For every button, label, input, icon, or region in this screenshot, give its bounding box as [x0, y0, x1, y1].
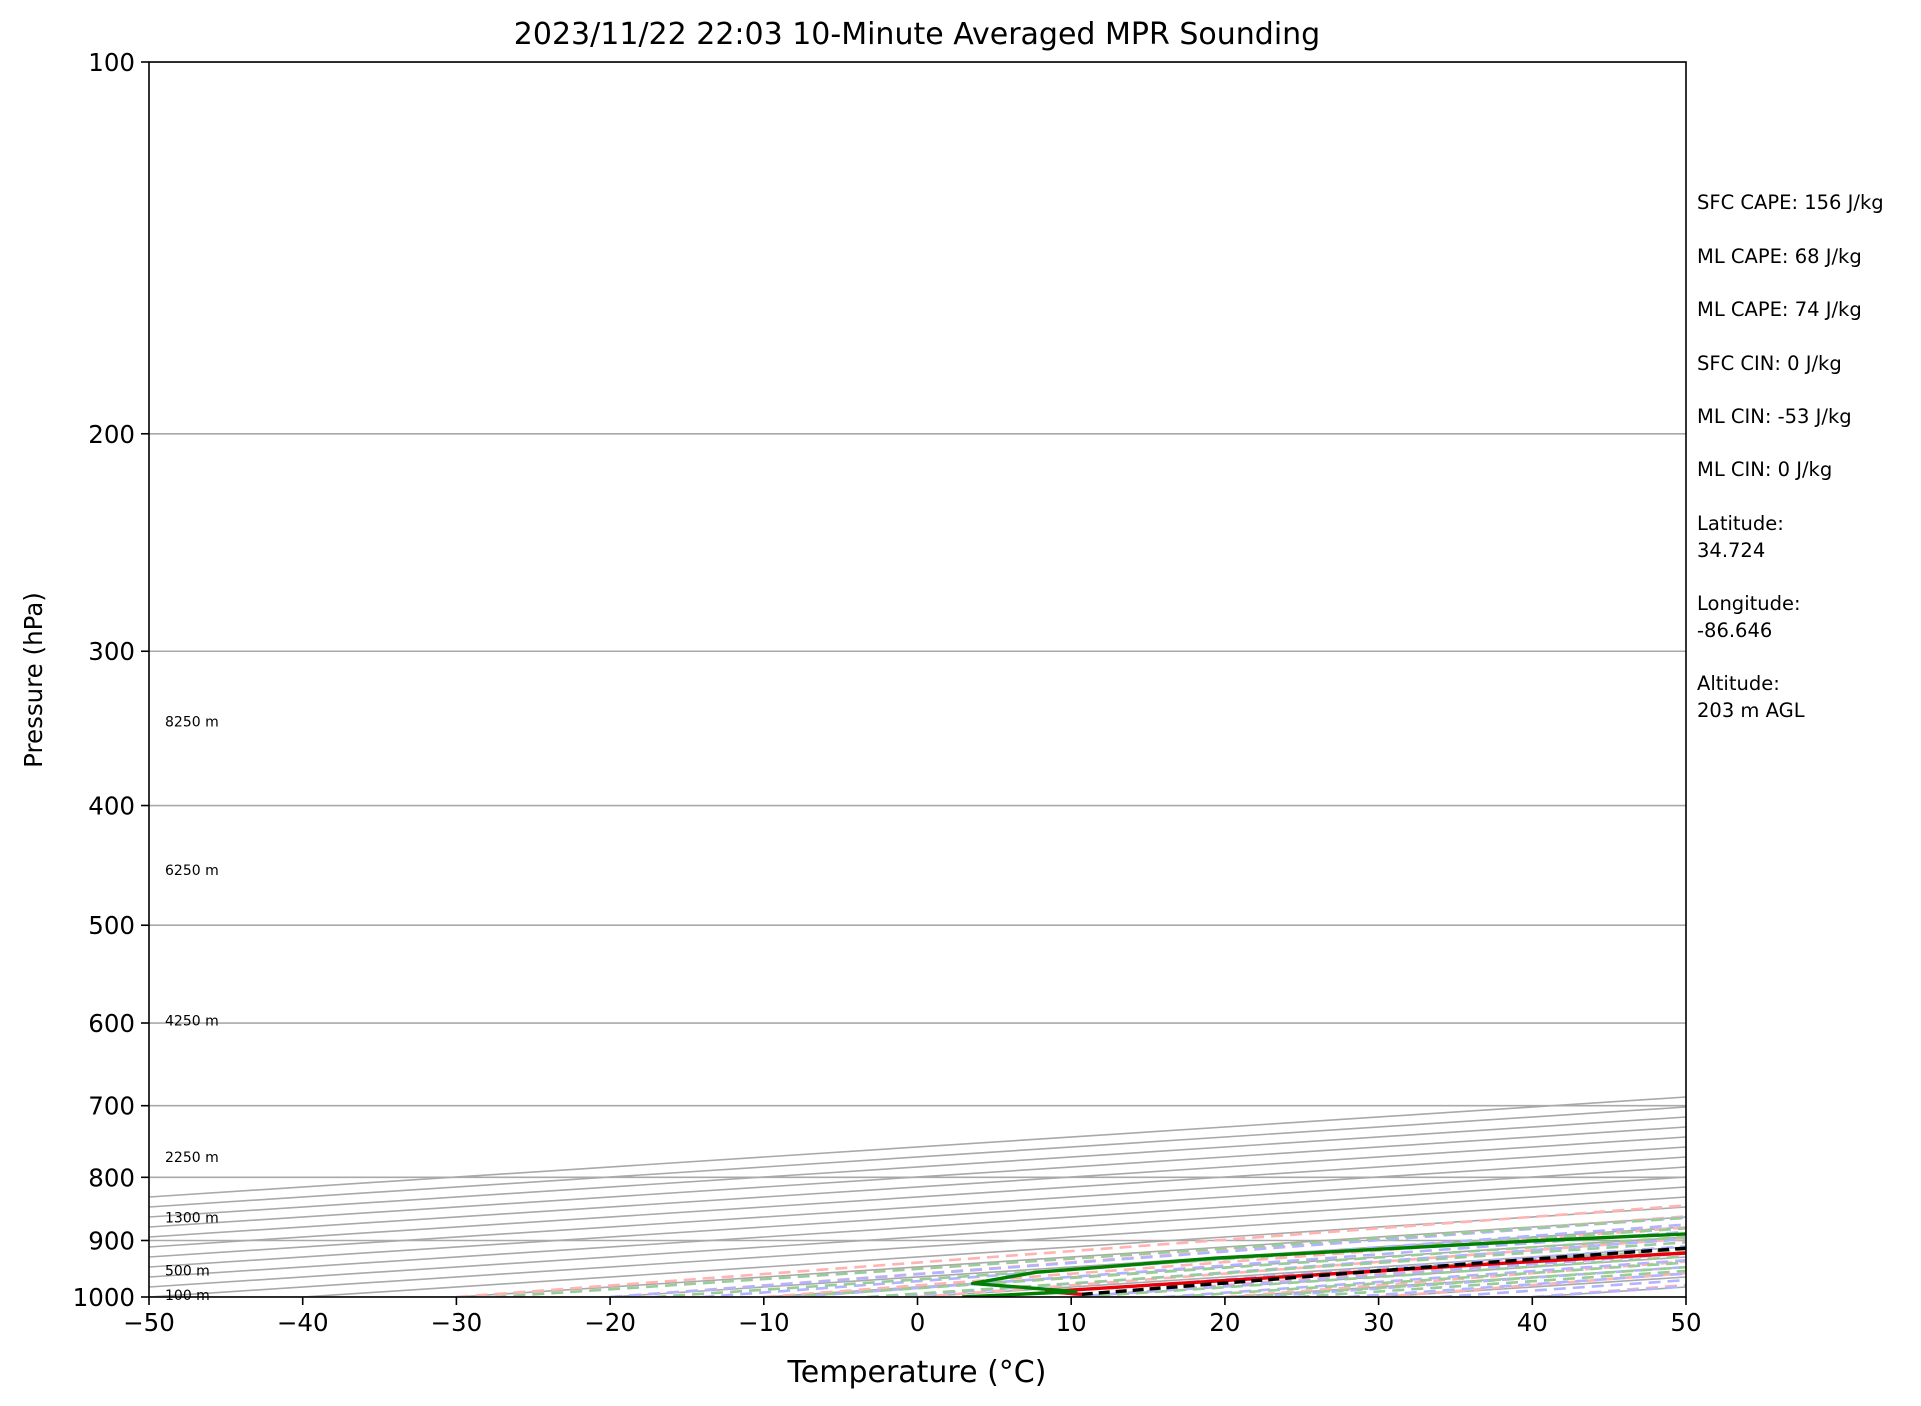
isotherm-line — [149, 1096, 1686, 1198]
sfc-cape-text: SFC CAPE: 156 J/kg — [1697, 191, 1884, 214]
x-tick-label: 10 — [1056, 1308, 1087, 1337]
x-tick-label: −20 — [584, 1308, 636, 1337]
x-tick-label: −50 — [123, 1308, 175, 1337]
isotherm-line — [149, 1116, 1686, 1218]
y-tick-label: 200 — [88, 420, 135, 449]
ml-cape-text: ML CAPE: 68 J/kg — [1697, 245, 1862, 268]
y-tick-label: 1000 — [73, 1283, 135, 1312]
x-tick-label: 20 — [1209, 1308, 1240, 1337]
ml-cin-text: ML CIN: -53 J/kg — [1697, 405, 1852, 428]
height-label: 100 m — [165, 1288, 210, 1304]
y-tick-label: 400 — [88, 792, 135, 821]
x-tick-label: −10 — [738, 1308, 790, 1337]
latitude-value: 34.724 — [1697, 539, 1766, 562]
height-label: 4250 m — [165, 1013, 219, 1029]
sfc-cin-text: SFC CIN: 0 J/kg — [1697, 352, 1842, 375]
x-tick-label: −40 — [277, 1308, 329, 1337]
height-label: 8250 m — [165, 715, 219, 731]
x-tick-label: 0 — [910, 1308, 926, 1337]
height-label: 2250 m — [165, 1150, 219, 1166]
mixing-ratio-line — [974, 1248, 1686, 1297]
y-tick-label: 300 — [88, 637, 135, 666]
altitude-label: Altitude: — [1697, 672, 1780, 695]
ml-cin-text-2: ML CIN: 0 J/kg — [1697, 458, 1833, 481]
isotherm-line — [149, 1136, 1686, 1238]
y-tick-label: 900 — [88, 1226, 135, 1255]
ml-cape-text-2: ML CAPE: 74 J/kg — [1697, 298, 1862, 321]
height-label: 500 m — [165, 1264, 210, 1280]
y-tick-label: 800 — [88, 1163, 135, 1192]
x-tick-label: 50 — [1670, 1308, 1701, 1337]
mixing-ratio-line — [785, 1235, 1686, 1297]
x-tick-label: 40 — [1517, 1308, 1548, 1337]
isotherm-line — [149, 1146, 1686, 1248]
chart-title: 2023/11/22 22:03 10-Minute Averaged MPR … — [514, 17, 1320, 52]
isotherm-line — [149, 1166, 1686, 1268]
y-tick-label: 600 — [88, 1009, 135, 1038]
isotherm-line — [149, 1156, 1686, 1258]
isotherm-line — [149, 1126, 1686, 1228]
height-label: 1300 m — [165, 1210, 219, 1226]
latitude-label: Latitude: — [1697, 512, 1784, 535]
x-tick-label: 30 — [1363, 1308, 1394, 1337]
isotherm-line — [149, 1196, 1686, 1297]
altitude-value: 203 m AGL — [1697, 699, 1805, 722]
y-tick-label: 700 — [88, 1092, 135, 1121]
mixing-ratio-line — [866, 1241, 1686, 1297]
isotherm-line — [149, 1106, 1686, 1208]
y-tick-label: 100 — [88, 48, 135, 77]
isotherm-line — [302, 1206, 1686, 1297]
x-axis-label: Temperature (°C) — [787, 1355, 1047, 1390]
height-label: 6250 m — [165, 863, 219, 879]
x-tick-label: −30 — [431, 1308, 483, 1337]
longitude-value: -86.646 — [1697, 619, 1773, 642]
mixing-ratio-line — [494, 1216, 1686, 1297]
y-tick-label: 500 — [88, 911, 135, 940]
longitude-label: Longitude: — [1697, 592, 1801, 615]
isotherm-line — [149, 1186, 1686, 1288]
y-axis-label: Pressure (hPa) — [19, 592, 48, 768]
isotherm-line — [149, 1176, 1686, 1278]
parcel-profile-line — [1081, 1246, 1686, 1296]
dewpoint-profile-line — [962, 1232, 1686, 1297]
